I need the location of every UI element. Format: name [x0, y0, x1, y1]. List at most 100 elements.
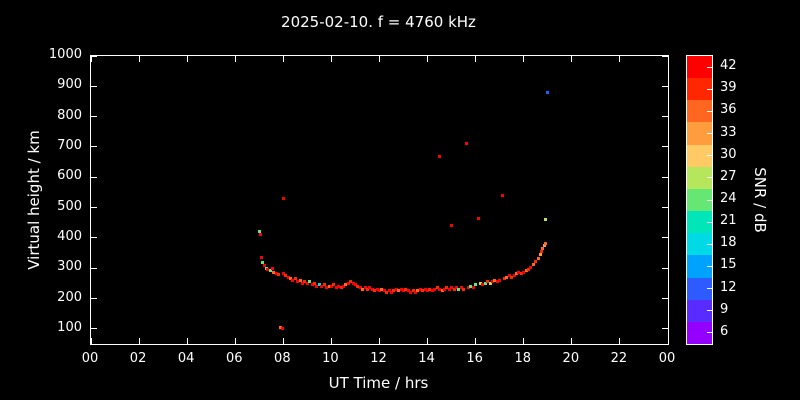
- scatter-point: [409, 290, 413, 294]
- scatter-point: [272, 270, 276, 274]
- scatter-point: [488, 281, 492, 285]
- scatter-point: [289, 277, 293, 281]
- scatter-point: [510, 275, 514, 279]
- y-tick-mark: [91, 55, 97, 57]
- scatter-point: [262, 264, 266, 268]
- colorbar-segment: [687, 299, 712, 323]
- scatter-point: [546, 90, 550, 94]
- scatter-point: [291, 278, 295, 282]
- colorbar-tick-mark: [707, 221, 712, 223]
- colorbar-tick-mark: [707, 177, 712, 179]
- scatter-point: [281, 196, 285, 200]
- scatter-point: [327, 284, 331, 288]
- x-tick-mark: [234, 56, 236, 62]
- scatter-point: [392, 289, 396, 293]
- scatter-point: [478, 281, 482, 285]
- x-tick-label: 12: [370, 351, 387, 366]
- y-tick-mark: [662, 207, 668, 209]
- y-tick-mark: [91, 176, 97, 178]
- colorbar-tick-mark: [707, 155, 712, 157]
- scatter-point: [286, 275, 290, 279]
- colorbar-tick-label: 42: [720, 58, 737, 74]
- scatter-point: [445, 286, 449, 290]
- x-tick-label: 08: [274, 351, 291, 366]
- colorbar-segment: [687, 321, 712, 345]
- scatter-point: [322, 283, 326, 287]
- scatter-point: [315, 284, 319, 288]
- scatter-point: [527, 267, 531, 271]
- scatter-point: [358, 286, 362, 290]
- scatter-point: [414, 290, 418, 294]
- x-tick-label: 00: [658, 351, 676, 366]
- colorbar-tick-mark: [707, 133, 712, 135]
- x-tick-mark: [475, 338, 477, 344]
- scatter-point: [423, 287, 427, 291]
- scatter-point: [296, 280, 300, 284]
- scatter-point: [257, 230, 261, 234]
- scatter-point: [500, 193, 504, 197]
- x-tick-mark: [90, 56, 92, 62]
- scatter-point: [280, 327, 284, 331]
- scatter-point: [339, 286, 343, 290]
- x-tick-label: 14: [418, 351, 435, 366]
- y-tick-mark: [662, 146, 668, 148]
- scatter-point: [394, 287, 398, 291]
- scatter-point: [466, 286, 470, 290]
- scatter-point: [329, 284, 333, 288]
- colorbar-segment: [687, 233, 712, 256]
- scatter-point: [495, 280, 499, 284]
- colorbar-tick-label: 27: [720, 168, 737, 184]
- x-tick-mark: [234, 338, 236, 344]
- colorbar-tick-label: 21: [720, 213, 737, 229]
- scatter-point: [426, 289, 430, 293]
- scatter-point: [274, 272, 278, 276]
- y-tick-label: 300: [57, 259, 82, 275]
- scatter-point: [450, 286, 454, 290]
- scatter-point: [418, 287, 422, 291]
- colorbar-tick-mark: [707, 265, 712, 267]
- scatter-point: [325, 286, 329, 290]
- colorbar-tick-label: 39: [720, 80, 737, 96]
- y-tick-mark: [91, 237, 97, 239]
- x-tick-label: 00: [81, 351, 99, 366]
- y-tick-label: 1000: [48, 47, 82, 62]
- scatter-point: [524, 269, 528, 273]
- scatter-point: [349, 280, 353, 284]
- scatter-point: [507, 273, 511, 277]
- colorbar-tick-mark: [707, 66, 712, 68]
- scatter-point: [542, 243, 546, 247]
- scatter-point: [483, 281, 487, 285]
- scatter-point: [476, 216, 480, 220]
- scatter-point: [493, 278, 497, 282]
- scatter-point: [543, 218, 547, 222]
- scatter-point: [305, 281, 309, 285]
- scatter-point: [490, 280, 494, 284]
- x-tick-label: 02: [129, 351, 147, 366]
- scatter-point: [529, 266, 533, 270]
- scatter-point: [519, 272, 523, 276]
- y-tick-mark: [662, 176, 668, 178]
- scatter-point: [378, 289, 381, 293]
- y-tick-mark: [662, 298, 668, 300]
- y-tick-mark: [662, 116, 668, 118]
- y-tick-label: 500: [57, 198, 82, 214]
- scatter-point: [337, 284, 341, 288]
- x-tick-mark: [282, 56, 284, 62]
- colorbar-segment: [687, 211, 712, 234]
- scatter-point: [517, 270, 521, 274]
- x-tick-mark: [427, 56, 429, 62]
- scatter-point: [450, 224, 454, 228]
- scatter-point: [375, 287, 379, 291]
- x-tick-mark: [138, 56, 140, 62]
- x-tick-mark: [619, 338, 621, 344]
- colorbar-segment: [687, 56, 712, 79]
- scatter-point: [368, 286, 372, 290]
- colorbar-tick-mark: [707, 199, 712, 201]
- x-tick-mark: [667, 338, 669, 344]
- scatter-point: [428, 287, 432, 291]
- scatter-point: [356, 284, 360, 288]
- scatter-point: [303, 280, 307, 284]
- colorbar-tick-label: 6: [720, 323, 729, 339]
- colorbar-tick-label: 15: [720, 257, 737, 273]
- colorbar-tick-label: 33: [720, 124, 737, 140]
